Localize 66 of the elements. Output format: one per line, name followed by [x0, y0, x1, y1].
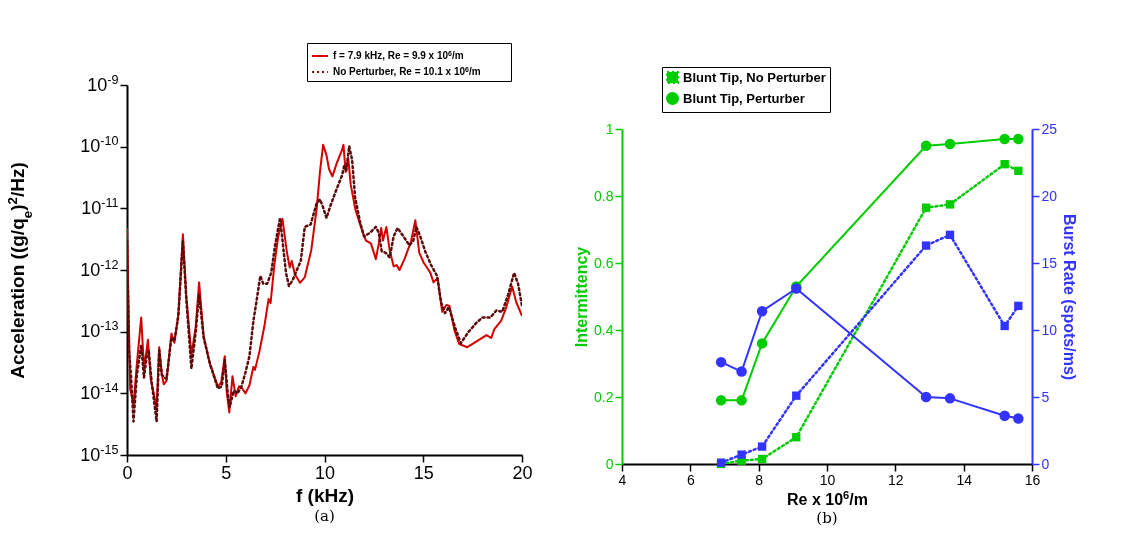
point	[756, 338, 768, 349]
x-tick-label: 0	[122, 462, 133, 483]
point	[999, 133, 1010, 145]
x-tick-label: 14	[956, 471, 973, 488]
x-tick-label: 4	[618, 471, 627, 488]
y-tick-label: 10$^{-9}$	[87, 72, 119, 95]
point	[757, 442, 767, 451]
point	[757, 454, 767, 464]
point	[945, 200, 955, 209]
x-tick-label: 5	[221, 462, 232, 483]
x-tick-label: 20	[512, 462, 533, 483]
point	[736, 366, 747, 377]
legend-label: No Perturber, Re = 10.1 x 10$^{6}$/m	[333, 65, 481, 77]
point	[921, 241, 931, 250]
y-tick-label: 0.4	[594, 321, 614, 338]
point	[1014, 301, 1023, 311]
y-tick-label: 10$^{-13}$	[80, 319, 119, 342]
point	[1013, 133, 1024, 145]
x-tick-label: 10	[314, 462, 336, 483]
x-tick-label: 8	[755, 471, 764, 488]
point	[756, 306, 768, 317]
point	[944, 393, 956, 404]
point	[1013, 413, 1024, 424]
y2-tick-label: 10	[1041, 321, 1058, 338]
x-tick-label: 12	[888, 471, 904, 488]
point	[1014, 166, 1023, 176]
y2-tick-label: 15	[1041, 254, 1058, 271]
point	[920, 391, 932, 403]
legend-label: Blunt Tip, Perturber	[683, 90, 805, 106]
legend-label: f = 7.9 kHz, Re = 9.9 x 10$^{6}$/m	[333, 49, 464, 61]
y-tick-label: 10$^{-12}$	[80, 257, 119, 280]
y2-tick-label: 25	[1041, 120, 1058, 137]
text: (a)	[314, 507, 335, 525]
y2-tick-label: 20	[1041, 187, 1058, 204]
y-tick-label: 1	[605, 120, 614, 137]
x-tick-label: 6	[686, 471, 695, 488]
point	[715, 395, 727, 406]
point	[945, 230, 955, 240]
y-axis-title: Intermittency	[573, 246, 591, 348]
x-tick-label: 15	[413, 462, 434, 483]
point	[736, 395, 747, 406]
y-tick-label: 10$^{-10}$	[80, 134, 119, 157]
x-axis-title: Re x 10$^{6}$/m	[787, 488, 868, 508]
y-tick-label: 10$^{-15}$	[80, 442, 119, 465]
y-tick-label: 10$^{-14}$	[80, 380, 119, 403]
x-tick-label: 10	[819, 471, 836, 488]
y2-tick-label: 5	[1041, 388, 1050, 405]
point	[737, 450, 746, 459]
x-tick-label: 16	[1024, 471, 1041, 488]
point	[999, 410, 1010, 421]
point	[944, 138, 956, 150]
point	[921, 203, 931, 212]
text: (b)	[816, 509, 838, 527]
y-tick-label: 0.2	[594, 388, 614, 405]
point	[715, 356, 727, 368]
y2-axis-title: Burst Rate (spots/ms)	[1061, 213, 1079, 381]
y-tick-label: 0.8	[594, 187, 614, 204]
x-axis-title: f (kHz)	[295, 484, 355, 506]
point	[792, 433, 801, 442]
y-tick-label: 10$^{-11}$	[81, 195, 119, 218]
point	[1000, 159, 1009, 169]
point	[792, 391, 801, 400]
point	[920, 140, 932, 151]
point	[1000, 321, 1009, 331]
y-tick-label: 0.6	[594, 254, 614, 271]
legend-label: Blunt Tip, No Perturber	[683, 69, 826, 85]
